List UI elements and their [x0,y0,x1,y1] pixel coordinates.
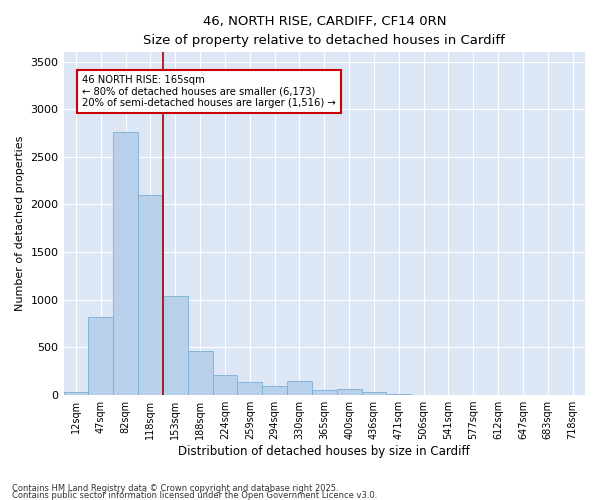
Title: 46, NORTH RISE, CARDIFF, CF14 0RN
Size of property relative to detached houses i: 46, NORTH RISE, CARDIFF, CF14 0RN Size o… [143,15,505,47]
Bar [287,382,312,394]
Bar [262,386,287,394]
Bar [337,390,362,394]
Text: Contains public sector information licensed under the Open Government Licence v3: Contains public sector information licen… [12,491,377,500]
Bar [188,351,212,395]
Y-axis label: Number of detached properties: Number of detached properties [15,136,25,311]
Text: Contains HM Land Registry data © Crown copyright and database right 2025.: Contains HM Land Registry data © Crown c… [12,484,338,493]
Bar [138,195,163,394]
X-axis label: Distribution of detached houses by size in Cardiff: Distribution of detached houses by size … [178,444,470,458]
Bar [88,316,113,394]
Text: 46 NORTH RISE: 165sqm
← 80% of detached houses are smaller (6,173)
20% of semi-d: 46 NORTH RISE: 165sqm ← 80% of detached … [82,74,335,108]
Bar [312,390,337,394]
Bar [362,392,386,394]
Bar [212,374,238,394]
Bar [238,382,262,394]
Bar [113,132,138,394]
Bar [163,296,188,394]
Bar [64,392,88,394]
